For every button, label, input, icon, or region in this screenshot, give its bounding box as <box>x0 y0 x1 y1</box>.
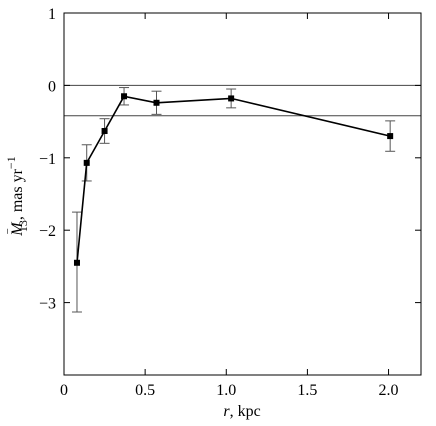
data-point <box>121 93 128 100</box>
x-ticks: 0 0.5 1.0 1.5 2.0 <box>60 13 399 399</box>
y-axis-label: M− 13, mas yr−1 <box>2 156 30 236</box>
data-point <box>153 99 160 106</box>
series-line <box>76 95 391 263</box>
y-axis-symbol: M <box>9 221 26 237</box>
y-ticks: 1 0 −1 −2 −3 <box>39 6 421 313</box>
data-point <box>83 159 90 166</box>
x-axis-var: r <box>223 403 230 420</box>
reference-lines <box>64 84 421 117</box>
x-tick-label: 0.5 <box>135 382 155 399</box>
y-tick-label: −1 <box>39 151 56 168</box>
data-point <box>101 128 108 135</box>
y-tick-label: −2 <box>39 223 56 240</box>
x-axis-unit: , kpc <box>230 403 261 420</box>
y-axis-unit: , mas yr <box>9 168 26 220</box>
plot-frame <box>63 12 422 376</box>
data-point <box>73 259 80 266</box>
x-tick-label: 1.0 <box>216 382 236 399</box>
data-point <box>228 95 235 102</box>
x-tick-label: 2.0 <box>379 382 399 399</box>
y-tick-label: 1 <box>48 6 56 23</box>
x-axis-label: r, kpc <box>223 403 260 420</box>
y-axis-superscript: −1 <box>4 156 18 169</box>
y-tick-label: −3 <box>39 296 56 313</box>
error-bars <box>71 87 396 313</box>
y-axis-subscript: 13 <box>16 220 30 232</box>
data-markers <box>73 93 394 266</box>
x-tick-label: 1.5 <box>297 382 317 399</box>
data-point <box>387 133 394 140</box>
y-axis-label-group: M− 13, mas yr−1 <box>2 156 30 236</box>
y-axis-overbar: − <box>2 228 14 234</box>
x-tick-label: 0 <box>60 382 68 399</box>
y-tick-label: 0 <box>48 78 56 95</box>
